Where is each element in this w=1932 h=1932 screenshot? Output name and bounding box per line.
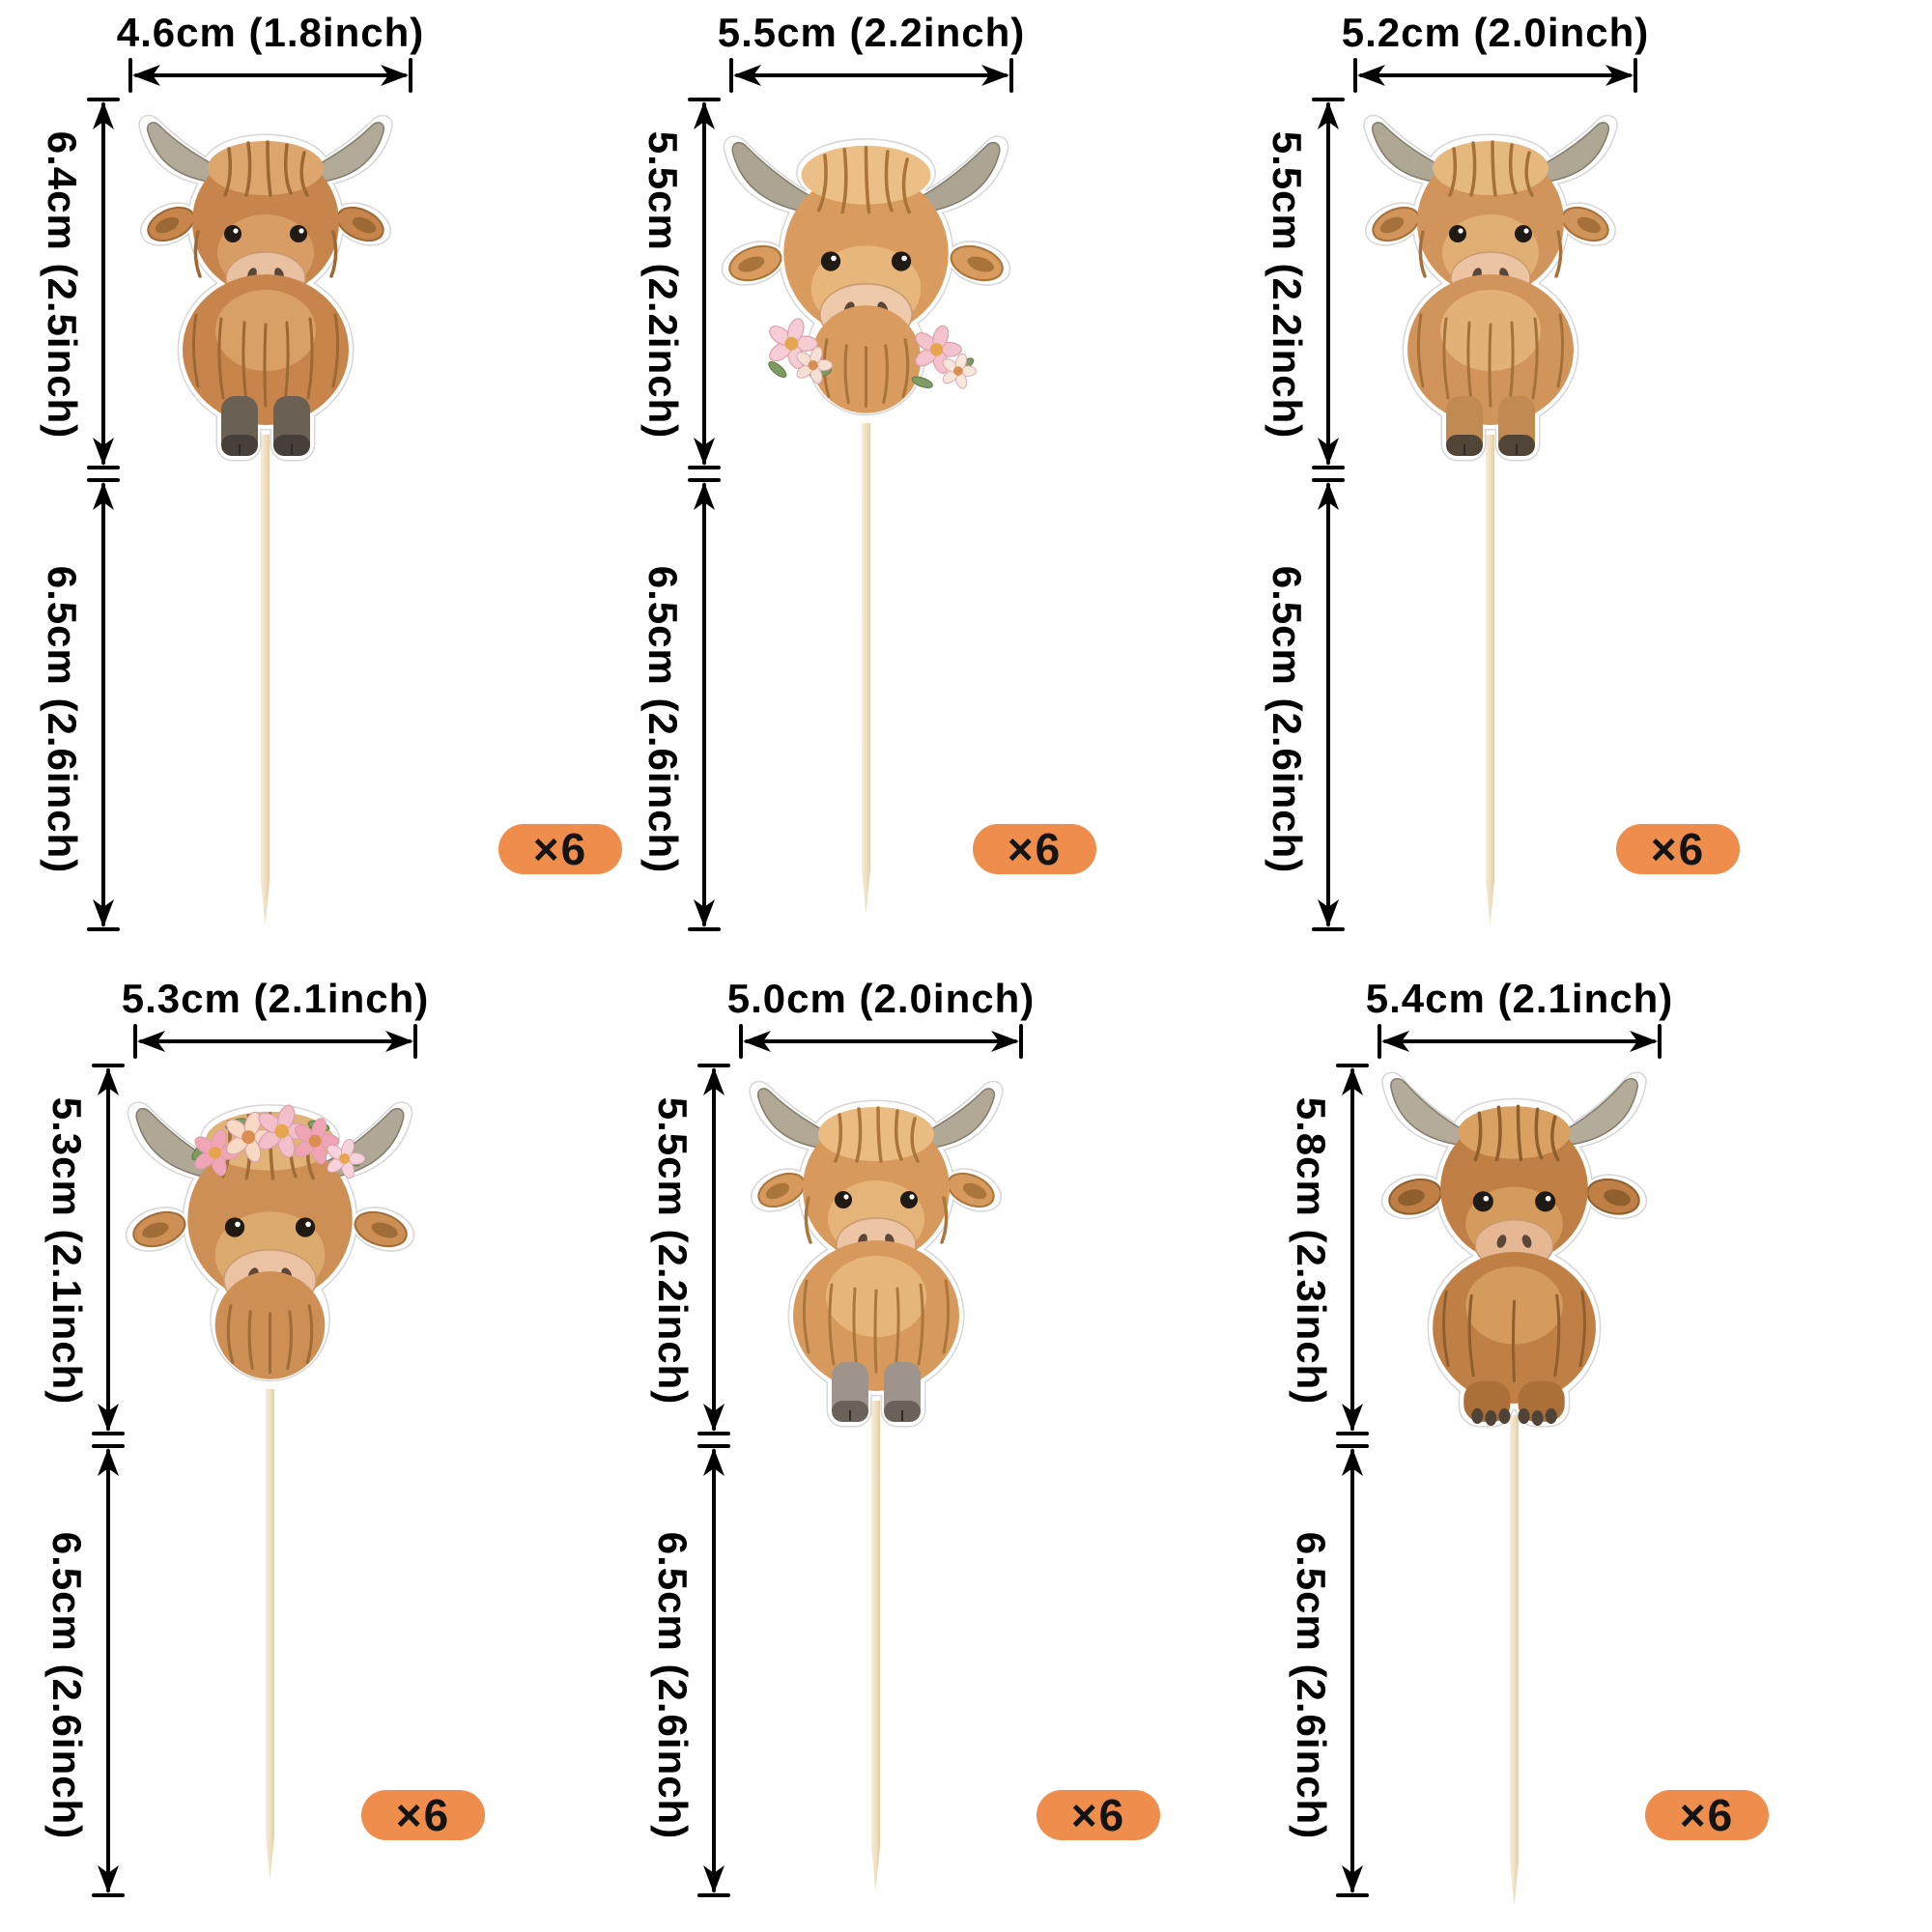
cow-topper-illustration <box>119 1101 421 1382</box>
wooden-stick <box>871 1401 880 1891</box>
topper-panel-5: 5.0cm (2.0inch) 5.5cm (2.2inch) 6.5cm (2… <box>644 966 1289 1932</box>
panel-content: 4.6cm (1.8inch) 6.4cm (2.5inch) 6.5cm (2… <box>0 0 644 966</box>
topper-panel-3: 5.2cm (2.0inch) 5.5cm (2.2inch) 6.5cm (2… <box>1264 0 1932 966</box>
quantity-badge: ×6 <box>973 824 1096 874</box>
width-dimension-label: 5.4cm (2.1inch) <box>1365 976 1674 1021</box>
stick-length-dimension-label: 6.5cm (2.6inch) <box>640 565 686 874</box>
cow-topper-illustration <box>1376 1071 1653 1428</box>
stick-length-dimension-label: 6.5cm (2.6inch) <box>44 1531 90 1840</box>
cow-topper-illustration <box>744 1080 1009 1428</box>
width-dimension-label: 5.3cm (2.1inch) <box>121 976 430 1021</box>
topper-panel-1: 4.6cm (1.8inch) 6.4cm (2.5inch) 6.5cm (2… <box>0 0 644 966</box>
wooden-stick <box>1510 1415 1519 1906</box>
stick-length-dimension-label: 6.5cm (2.6inch) <box>650 1531 696 1840</box>
stick-length-dimension-label: 6.5cm (2.6inch) <box>1264 565 1310 874</box>
quantity-badge: ×6 <box>1616 824 1740 874</box>
quantity-badge: ×6 <box>1037 1790 1160 1840</box>
cow-height-dimension-label: 5.5cm (2.2inch) <box>650 1096 696 1406</box>
width-dimension-label: 5.5cm (2.2inch) <box>717 10 1026 55</box>
quantity-badge: ×6 <box>498 824 622 874</box>
cow-height-dimension-label: 5.5cm (2.2inch) <box>1264 130 1310 440</box>
wooden-stick <box>862 423 870 914</box>
wooden-stick <box>261 435 270 925</box>
panel-content: 5.0cm (2.0inch) 5.5cm (2.2inch) 6.5cm (2… <box>611 966 1255 1932</box>
quantity-badge: ×6 <box>1645 1790 1769 1840</box>
cow-topper-illustration <box>133 114 398 462</box>
panel-content: 5.3cm (2.1inch) 5.3cm (2.1inch) 6.5cm (2… <box>5 966 649 1932</box>
cow-height-dimension-label: 6.4cm (2.5inch) <box>40 130 85 440</box>
cow-height-dimension-label: 5.5cm (2.2inch) <box>640 130 686 440</box>
topper-panel-4: 5.3cm (2.1inch) 5.3cm (2.1inch) 6.5cm (2… <box>0 966 644 1932</box>
width-dimension-label: 5.2cm (2.0inch) <box>1341 10 1650 55</box>
width-dimension-label: 5.0cm (2.0inch) <box>726 976 1036 1021</box>
panel-content: 5.4cm (2.1inch) 5.8cm (2.3inch) 6.5cm (2… <box>1249 966 1893 1932</box>
topper-panel-2: 5.5cm (2.2inch) 5.5cm (2.2inch) 6.5cm (2… <box>640 0 1289 966</box>
panel-content: 5.5cm (2.2inch) 5.5cm (2.2inch) 6.5cm (2… <box>601 0 1245 966</box>
wooden-stick <box>1486 435 1494 925</box>
stick-length-dimension-label: 6.5cm (2.6inch) <box>40 565 85 874</box>
cow-topper-illustration <box>715 135 1017 416</box>
cow-height-dimension-label: 5.8cm (2.3inch) <box>1289 1096 1334 1406</box>
topper-panel-6: 5.4cm (2.1inch) 5.8cm (2.3inch) 6.5cm (2… <box>1288 966 1932 1932</box>
cow-height-dimension-label: 5.3cm (2.1inch) <box>44 1096 90 1406</box>
panel-content: 5.2cm (2.0inch) 5.5cm (2.2inch) 6.5cm (2… <box>1225 0 1869 966</box>
stick-length-dimension-label: 6.5cm (2.6inch) <box>1289 1531 1334 1840</box>
cow-topper-illustration <box>1358 114 1623 462</box>
wooden-stick <box>266 1389 274 1880</box>
width-dimension-label: 4.6cm (1.8inch) <box>116 10 425 55</box>
quantity-badge: ×6 <box>361 1790 485 1840</box>
